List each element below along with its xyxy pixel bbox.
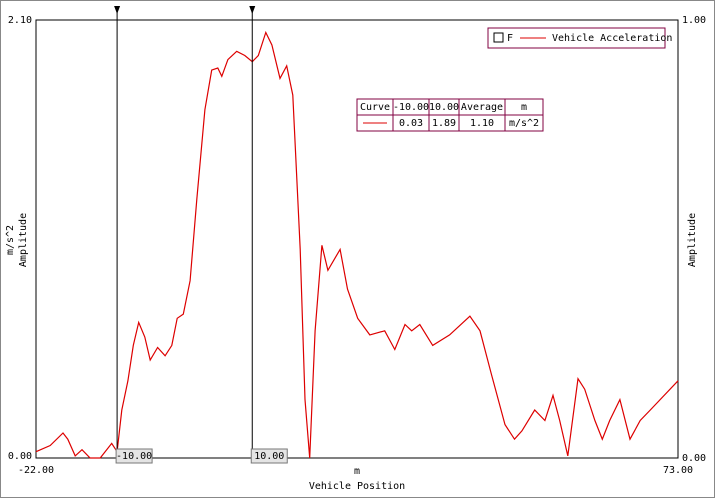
table-header: Average — [461, 102, 503, 113]
y-axis-label: Amplitude — [18, 213, 29, 267]
cursor-label-box — [115, 448, 153, 464]
table-header: -10.00 — [393, 102, 429, 113]
y-axis-unit: m/s^2 — [5, 225, 16, 255]
cursor-label: -10.00 — [116, 451, 152, 462]
cursor-label-box — [250, 448, 288, 464]
x-tick-label: 73.00 — [663, 465, 693, 476]
table-header: Curve — [360, 102, 390, 113]
plot-area — [35, 19, 679, 459]
table-value: m/s^2 — [509, 118, 539, 129]
cursor-handle — [249, 6, 256, 14]
x-axis-label: Vehicle Position — [309, 481, 405, 492]
y-tick-label: 0.00 — [8, 451, 32, 462]
table-value: 1.10 — [470, 118, 494, 129]
legend-label: Vehicle Acceleration — [552, 33, 672, 44]
y2-tick-label: 1.00 — [682, 15, 706, 26]
legend-checkbox-label: F — [507, 33, 513, 44]
table-cell — [504, 114, 544, 132]
legend-box — [487, 27, 666, 49]
cursor-label: 10.00 — [254, 451, 284, 462]
y2-axis-label: Amplitude — [687, 213, 698, 267]
x-tick-label: -22.00 — [18, 465, 54, 476]
cursor-handle — [114, 6, 121, 14]
table-header: 10.00 — [429, 102, 459, 113]
y2-tick-label: 0.00 — [682, 453, 706, 464]
x-axis-unit: m — [354, 466, 360, 477]
table-header: m — [521, 102, 527, 113]
legend-checkbox — [493, 32, 504, 43]
table-value: 1.89 — [432, 118, 456, 129]
table-value: 0.03 — [399, 118, 423, 129]
y-tick-label: 2.10 — [8, 15, 32, 26]
data-line — [35, 30, 679, 459]
